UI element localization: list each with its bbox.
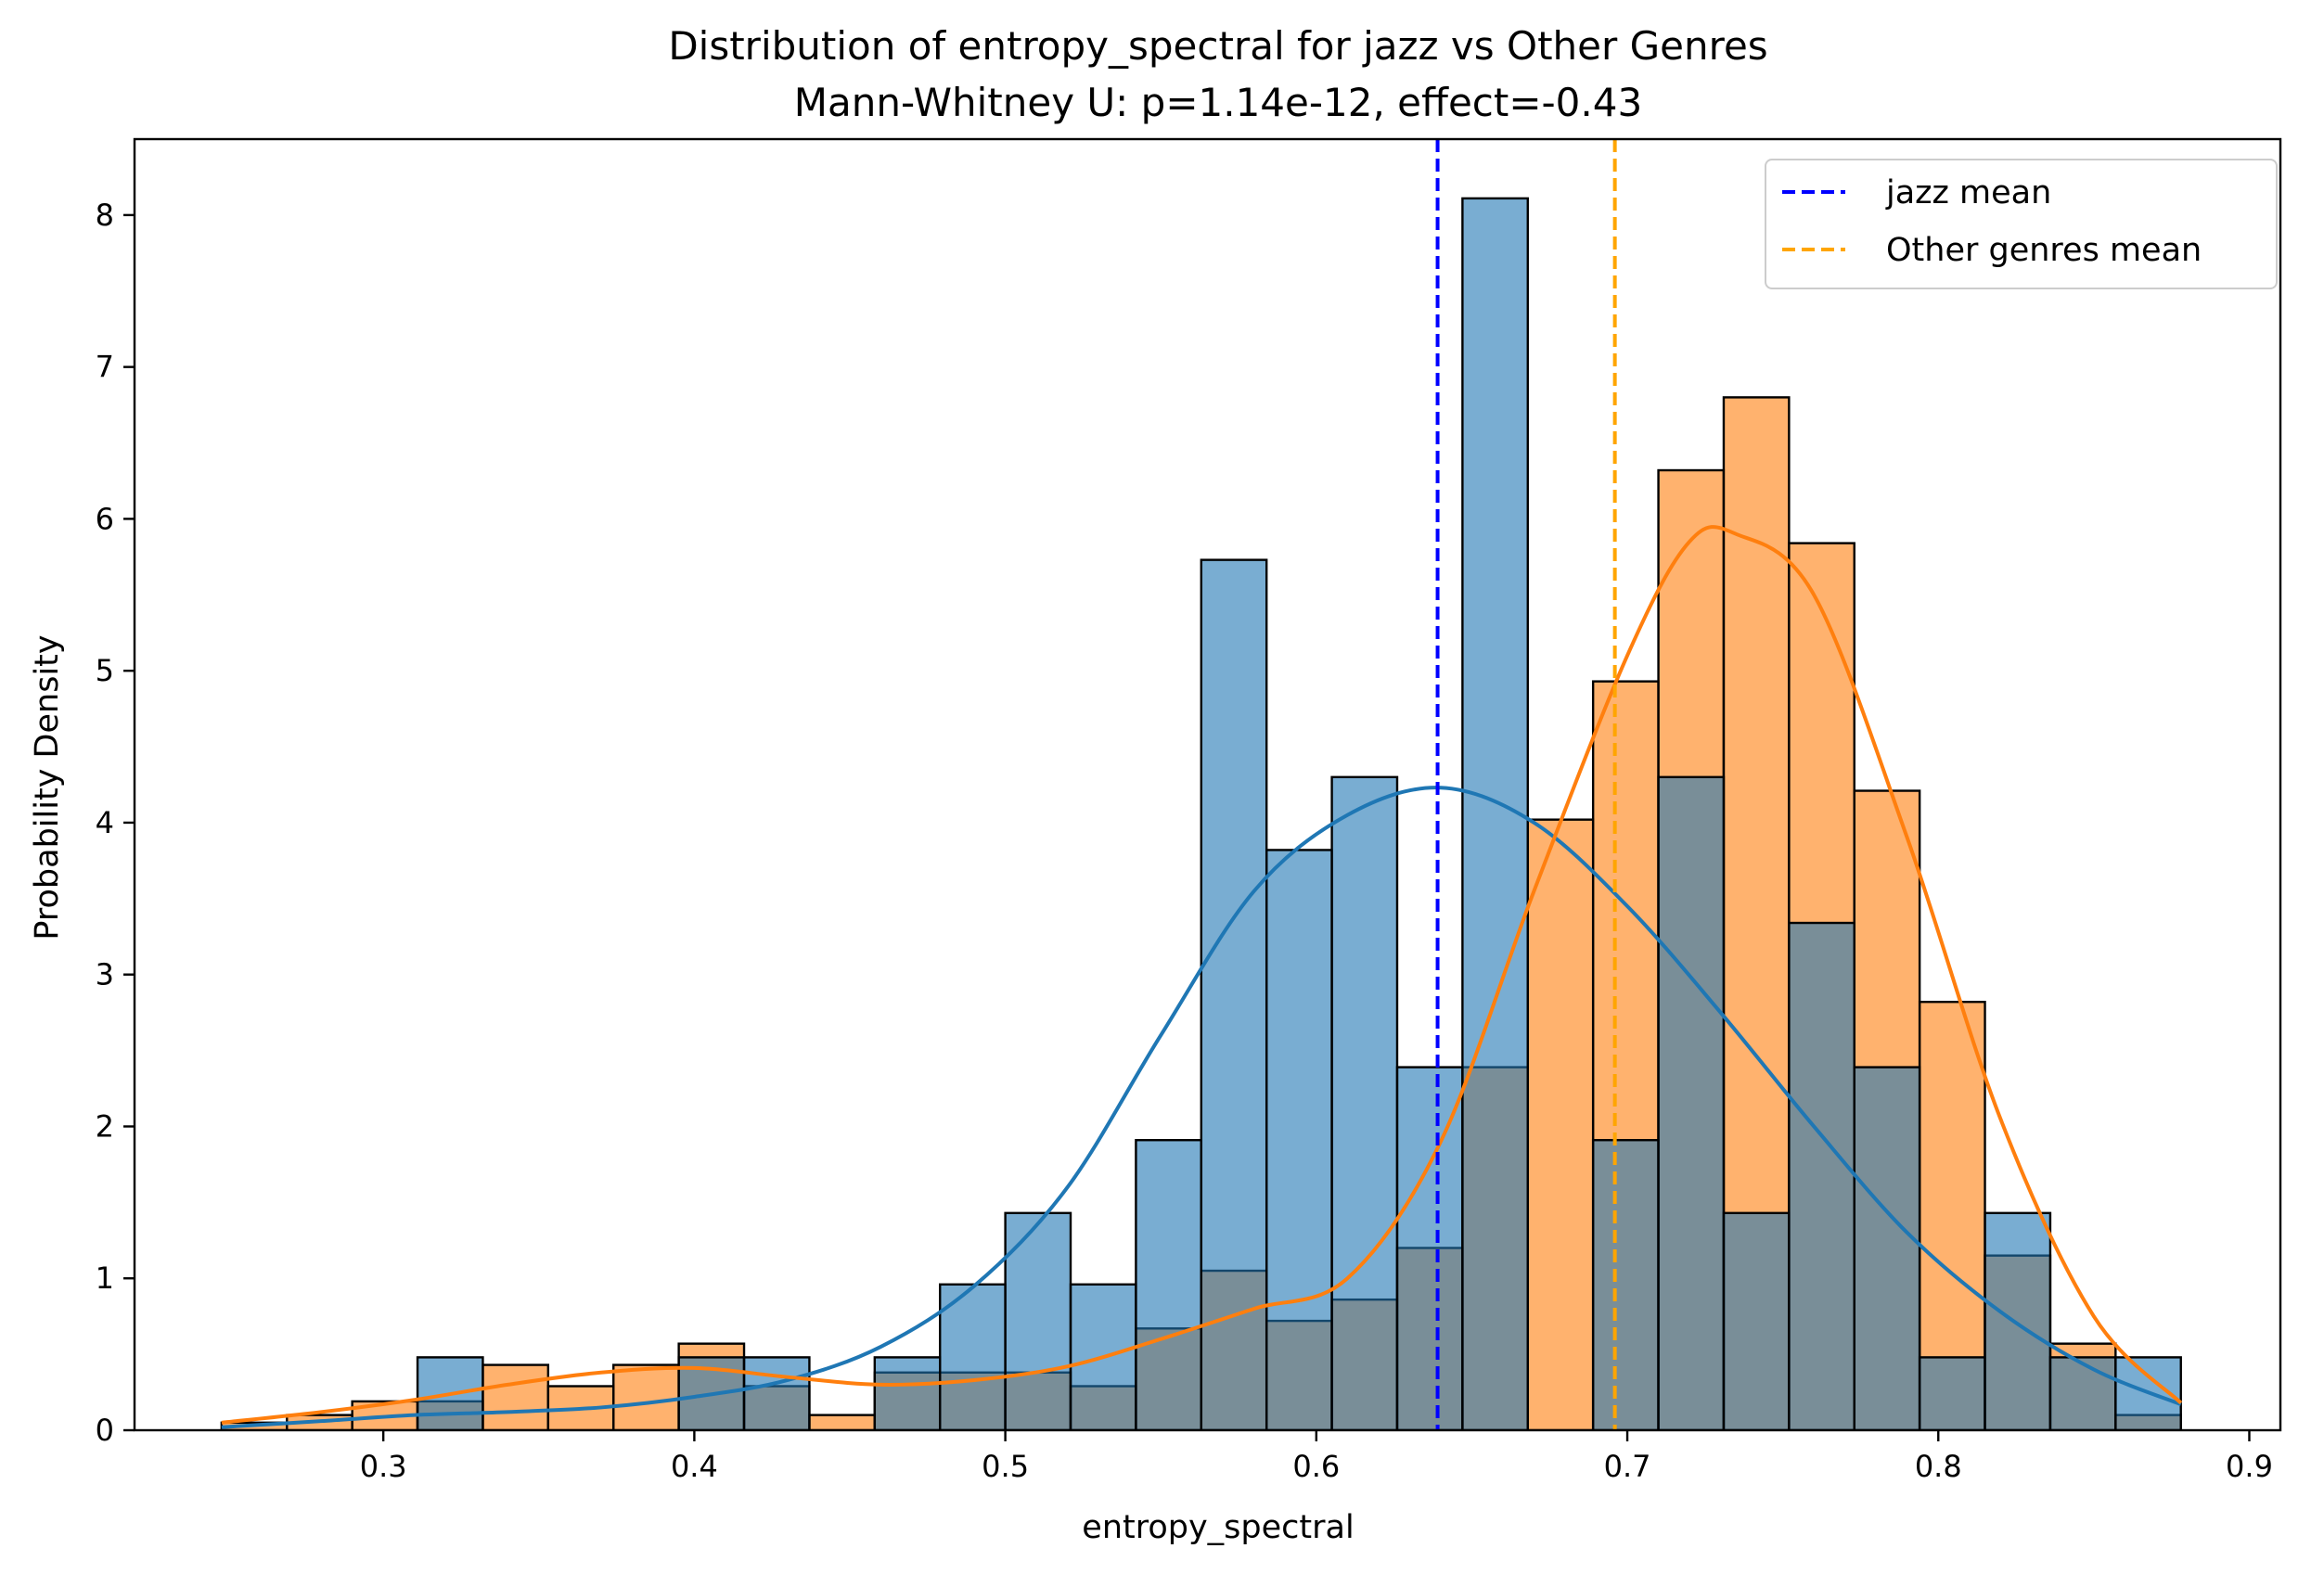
y-tick-label: 5 xyxy=(96,653,114,688)
legend-label-other-genres-mean: Other genres mean xyxy=(1886,232,2202,269)
axes-frame xyxy=(133,137,2282,1432)
bar-other-genres xyxy=(612,1363,680,1430)
kde-line-other-genres xyxy=(221,525,2183,1425)
bar-jazz xyxy=(2048,1356,2117,1430)
bar-jazz xyxy=(873,1356,942,1430)
x-axis-ticks: 0.3 0.4 0.5 0.6 0.7 0.8 0.9 xyxy=(360,1430,2273,1484)
y-tick-label: 2 xyxy=(96,1108,114,1144)
bar-jazz xyxy=(1722,1211,1791,1430)
legend-label-jazz-mean: jazz mean xyxy=(1885,174,2051,211)
bar-other-genres xyxy=(481,1363,550,1430)
x-tick-label: 0.8 xyxy=(1915,1449,1962,1484)
bar-jazz xyxy=(1265,849,1333,1430)
legend-box xyxy=(1765,159,2278,289)
legend: jazz mean Other genres mean xyxy=(1765,159,2278,289)
chart-subtitle: Mann-Whitney U: p=1.14e-12, effect=-0.43 xyxy=(794,80,1642,125)
bar-jazz xyxy=(1918,1356,1986,1430)
bar-jazz xyxy=(939,1283,1007,1430)
y-tick-label: 7 xyxy=(96,350,114,385)
bar-jazz xyxy=(1788,921,1855,1430)
y-tick-label: 4 xyxy=(96,805,114,840)
plot-area xyxy=(220,139,2183,1430)
bar-jazz xyxy=(1657,775,1726,1430)
y-tick-label: 8 xyxy=(96,198,114,233)
bar-jazz xyxy=(1591,1139,1660,1430)
y-axis-label: Probability Density xyxy=(29,634,66,940)
bar-jazz xyxy=(1200,558,1268,1430)
bar-jazz xyxy=(1069,1283,1137,1430)
y-tick-label: 3 xyxy=(96,957,114,992)
y-axis-ticks: 0 1 2 3 4 5 6 7 8 xyxy=(96,198,135,1448)
y-tick-label: 6 xyxy=(96,501,114,536)
x-axis-label: entropy_spectral xyxy=(1082,1509,1354,1546)
bar-jazz xyxy=(1853,1066,1921,1430)
bar-other-genres xyxy=(1526,818,1595,1430)
x-tick-label: 0.7 xyxy=(1604,1449,1651,1484)
bar-jazz xyxy=(1984,1211,2052,1430)
x-tick-label: 0.9 xyxy=(2226,1449,2273,1484)
x-tick-label: 0.6 xyxy=(1292,1449,1340,1484)
bar-other-genres xyxy=(808,1414,877,1430)
x-tick-label: 0.5 xyxy=(982,1449,1029,1484)
x-tick-label: 0.3 xyxy=(360,1449,407,1484)
bar-jazz xyxy=(1135,1139,1202,1430)
y-tick-label: 1 xyxy=(96,1260,114,1296)
bar-jazz xyxy=(1330,775,1399,1430)
bar-jazz xyxy=(742,1356,811,1430)
chart-title: Distribution of entropy_spectral for jaz… xyxy=(668,23,1767,69)
bar-jazz xyxy=(1395,1066,1464,1430)
x-tick-label: 0.4 xyxy=(671,1449,718,1484)
kde-line-jazz xyxy=(221,786,2182,1429)
y-tick-label: 0 xyxy=(96,1413,114,1448)
